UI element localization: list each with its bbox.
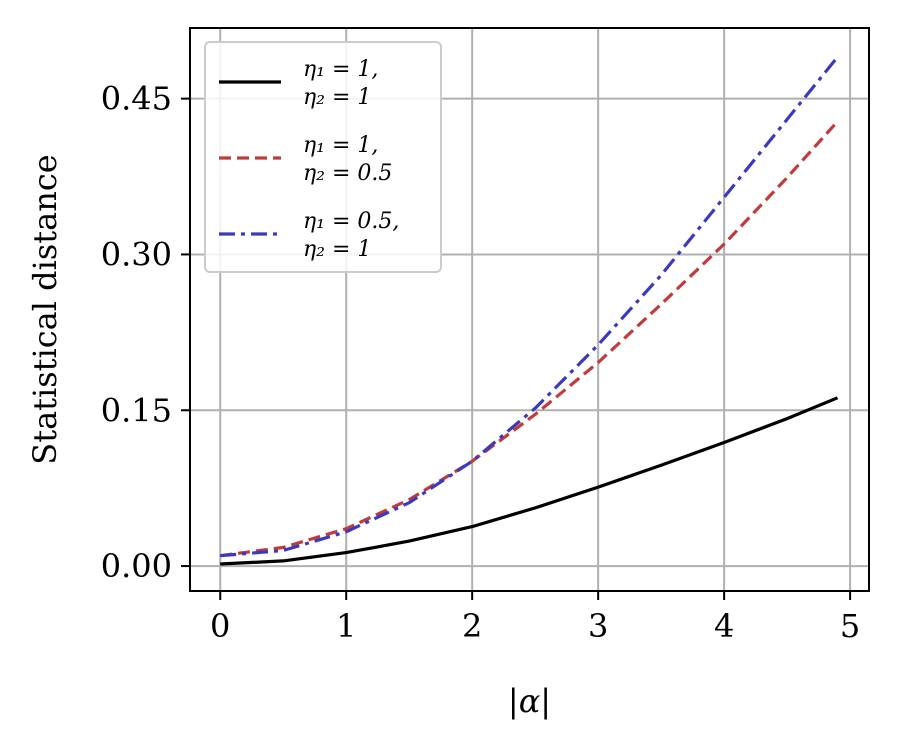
legend-label: η₂ = 1 xyxy=(303,237,371,262)
y-axis-label: Statistical distance xyxy=(26,154,64,464)
y-tick-label: 0.30 xyxy=(101,235,172,273)
legend-label: η₁ = 1, xyxy=(303,57,378,82)
legend-label: η₁ = 0.5, xyxy=(303,209,399,234)
x-tick-label: 5 xyxy=(840,607,860,645)
y-tick-label: 0.45 xyxy=(101,80,172,118)
legend-label: η₂ = 1 xyxy=(303,85,371,110)
series-line-1 xyxy=(220,396,839,566)
axis-ticks: 0 1 2 3 4 5 0.00 0.15 0.30 0.45 xyxy=(101,80,861,645)
series-line-3 xyxy=(220,56,839,558)
x-tick-label: 4 xyxy=(714,607,734,645)
legend-label: η₂ = 0.5 xyxy=(303,161,392,186)
legend-label: η₁ = 1, xyxy=(303,133,378,158)
y-tick-label: 0.00 xyxy=(101,547,172,585)
series-line-2 xyxy=(219,120,839,558)
legend: η₁ = 1, η₂ = 1 η₁ = 1, η₂ = 0.5 η₁ = 0.5, η₂ … xyxy=(204,41,442,273)
series-layer xyxy=(219,56,839,566)
plot-frame xyxy=(189,27,870,592)
x-axis-label: |α| xyxy=(508,682,551,720)
x-tick-label: 2 xyxy=(462,607,482,645)
x-tick-label: 0 xyxy=(210,607,230,645)
x-tick-label: 3 xyxy=(588,607,608,645)
x-tick-label: 1 xyxy=(336,607,356,645)
legend-box xyxy=(204,41,442,273)
y-tick-label: 0.15 xyxy=(101,391,172,429)
